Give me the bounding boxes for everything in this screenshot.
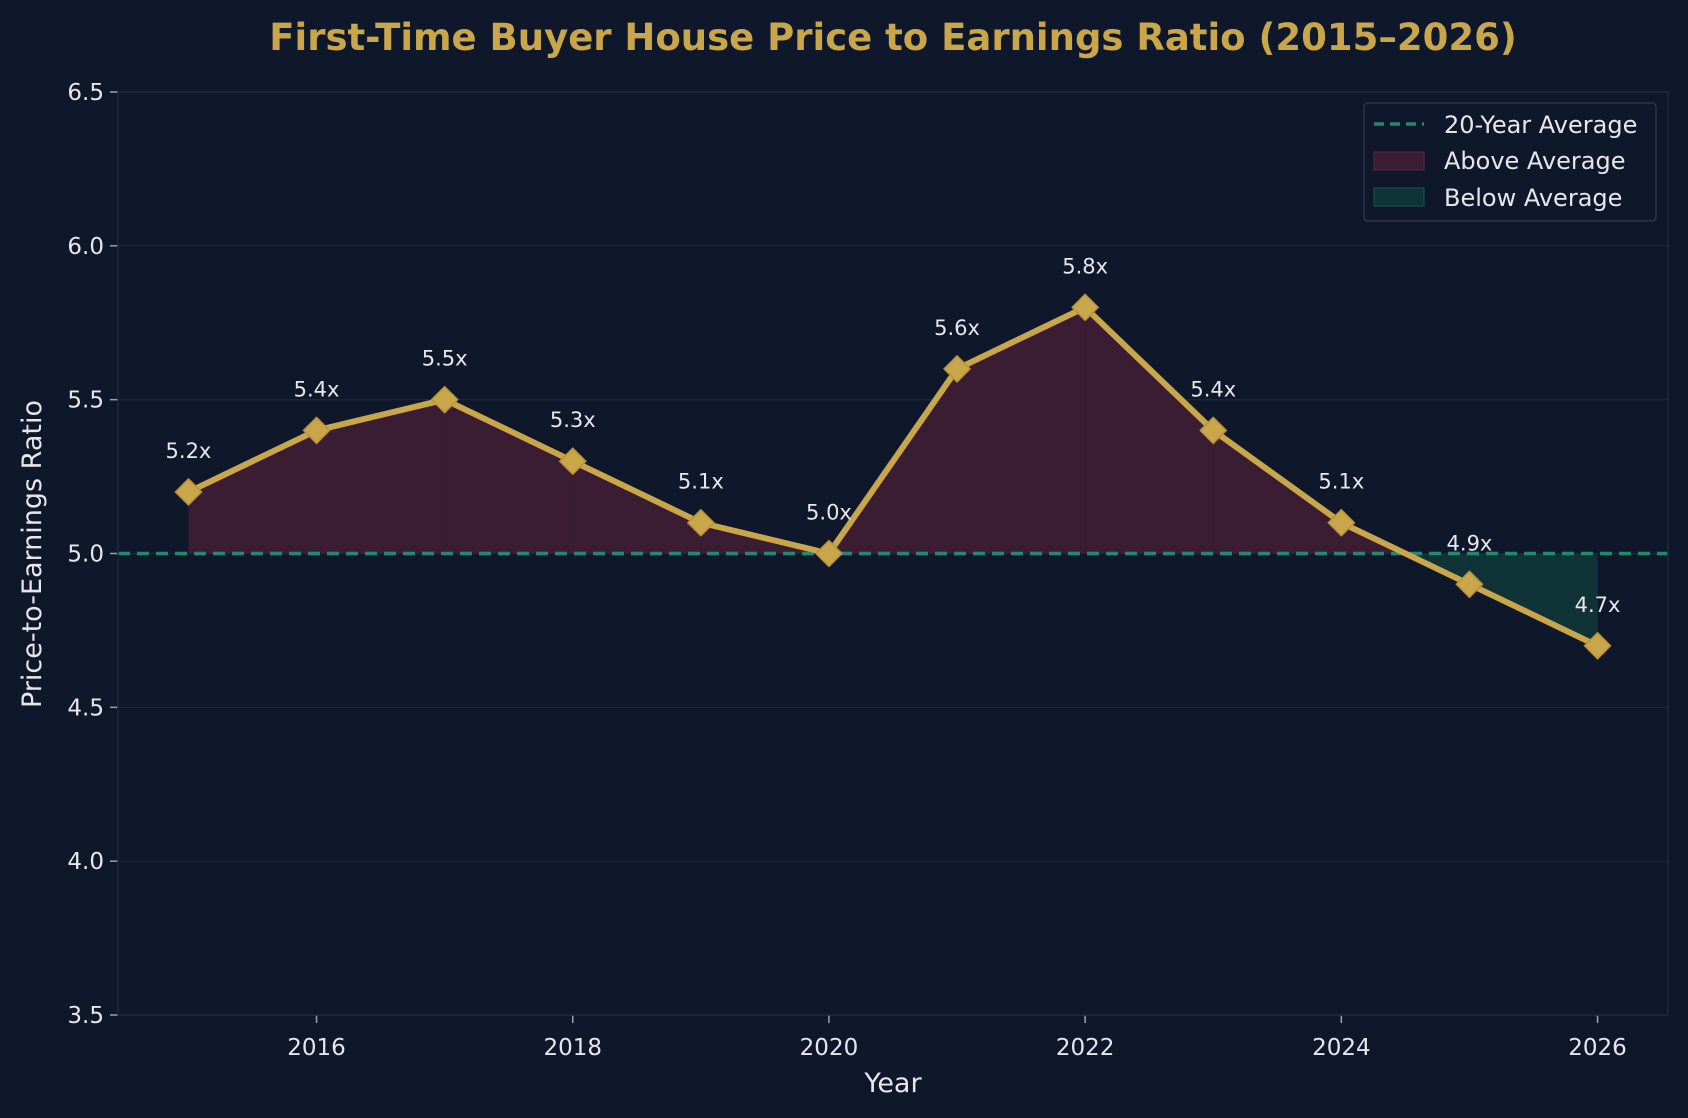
data-point-marker [1327,508,1356,537]
x-axis-label: Year [863,1068,922,1099]
above-average-fill [316,399,445,554]
data-point-marker [686,508,715,537]
legend-item-average: 20-Year Average [1444,111,1637,139]
data-point-marker [1583,631,1612,660]
data-point-marker [1071,293,1100,322]
data-label: 5.2x [166,439,212,463]
above-average-fill [957,307,1086,554]
data-point-marker [558,447,587,476]
y-tick-label: 4.0 [67,849,104,875]
data-point-marker [1455,570,1484,599]
x-tick-label: 2018 [543,1035,602,1061]
data-label: 5.1x [678,470,724,494]
data-label: 5.5x [422,347,468,371]
data-label: 5.4x [294,377,340,401]
data-label: 5.3x [550,408,596,432]
legend-item-below: Below Average [1444,184,1622,212]
above-average-fill [444,399,573,554]
x-tick-label: 2022 [1056,1035,1115,1061]
y-tick-label: 6.5 [67,80,104,106]
x-tick-label: 2020 [800,1035,859,1061]
y-tick-label: 4.5 [67,695,104,721]
data-point-marker [174,477,203,507]
above-average-fill [572,461,701,554]
data-label: 4.9x [1447,531,1493,555]
x-tick-label: 2024 [1312,1035,1371,1061]
y-tick-label: 5.0 [67,542,104,568]
data-point-marker [1199,416,1228,445]
data-point-marker [302,416,331,445]
legend-below-swatch [1373,187,1425,207]
legend-above-swatch [1373,151,1425,171]
y-tick-label: 6.0 [67,234,104,260]
below-average-fill [1469,553,1598,646]
x-tick-label: 2016 [287,1035,346,1061]
series-line [187,304,1599,649]
data-label: 5.0x [806,501,852,525]
data-label: 5.8x [1062,254,1108,278]
data-label: 5.4x [1190,377,1236,401]
legend-item-above: Above Average [1444,147,1626,175]
y-tick-label: 5.5 [67,388,104,414]
series-group: 5.2x 5.4x 5.5x 5.3x 5.1x 5.0x 5.6x 5.8x 5.4x 5.1x… [166,254,1621,660]
data-point-marker [430,385,459,414]
legend: 20-Year Average Above Average Below Averag… [1363,102,1657,222]
chart-title: First-Time Buyer House Price to Earnings… [269,16,1517,59]
data-label: 4.7x [1575,593,1621,617]
legend-box [1363,102,1657,222]
axes: 3.5 4.0 4.5 5.0 5.5 6.0 6.5 2016 2018 2020 2022 202… [67,80,1669,1061]
data-label: 5.6x [934,316,980,340]
above-average-fill [1085,307,1214,554]
data-point-marker [942,354,972,383]
data-point-marker [814,539,844,568]
plot-frame [117,91,1669,1016]
above-average-fill [188,430,317,554]
data-label: 5.1x [1318,470,1364,494]
y-axis-label: Price-to-Earnings Ratio [17,400,48,708]
above-average-fill [1213,430,1342,554]
x-tick-label: 2026 [1568,1035,1627,1061]
y-tick-label: 3.5 [67,1003,104,1029]
